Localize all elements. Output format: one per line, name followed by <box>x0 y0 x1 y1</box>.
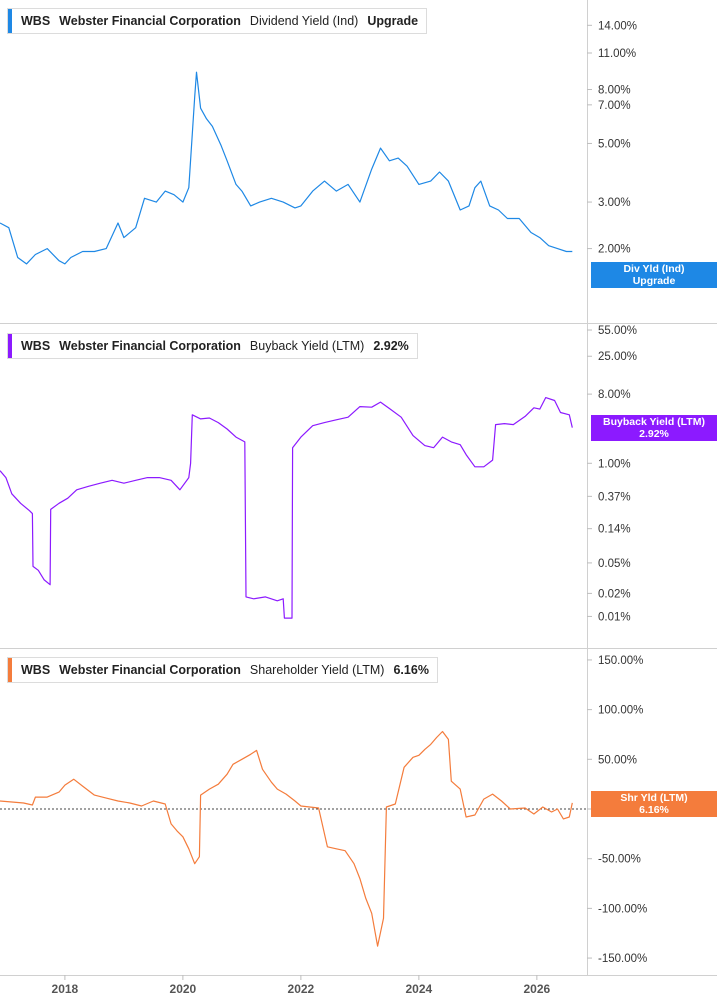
y-tick-label: 11.00% <box>598 48 636 60</box>
legend-ticker: WBS <box>21 663 51 677</box>
y-tick-label: 0.14% <box>598 524 631 536</box>
y-tick-label: 0.01% <box>598 611 631 623</box>
y-tick-label: -100.00% <box>598 903 647 915</box>
y-tick-label: 5.00% <box>598 138 631 150</box>
legend-buyback-yield: WBS Webster Financial Corporation Buybac… <box>7 333 418 359</box>
legend-value: 2.92% <box>373 339 409 353</box>
legend-value[interactable]: Upgrade <box>367 14 419 28</box>
tag-label: Div Yld (Ind) <box>623 263 685 275</box>
y-tick-label: 0.02% <box>598 588 631 600</box>
legend-ticker: WBS <box>21 14 51 28</box>
x-tick-label: 2022 <box>288 982 315 996</box>
y-tick-label: -150.00% <box>598 953 647 965</box>
y-tick-label: 55.00% <box>598 325 637 337</box>
y-tick-label: 2.00% <box>598 244 631 256</box>
value-tag-shareholder-yield: Shr Yld (LTM) 6.16% <box>591 791 717 817</box>
legend-company: Webster Financial Corporation <box>59 339 241 353</box>
y-tick-label: 8.00% <box>598 85 631 97</box>
legend-value: 6.16% <box>393 663 429 677</box>
series-line <box>0 397 573 619</box>
y-tick-label: 100.00% <box>598 705 643 717</box>
legend-company: Webster Financial Corporation <box>59 14 241 28</box>
y-tick-label: 0.37% <box>598 491 631 503</box>
x-tick-label: 2026 <box>524 982 551 996</box>
x-tick-label: 2024 <box>406 982 433 996</box>
legend-swatch <box>8 9 12 33</box>
tag-label: Shr Yld (LTM) <box>620 792 688 804</box>
y-tick-label: 14.00% <box>598 20 637 32</box>
y-tick-label: 25.00% <box>598 351 637 363</box>
legend-ticker: WBS <box>21 339 51 353</box>
tag-value: 2.92% <box>639 428 669 440</box>
value-tag-buyback-yield: Buyback Yield (LTM) 2.92% <box>591 415 717 441</box>
legend-dividend-yield: WBS Webster Financial Corporation Divide… <box>7 8 428 34</box>
y-tick-label: 7.00% <box>598 100 631 112</box>
tag-value: Upgrade <box>632 275 676 287</box>
legend-metric: Shareholder Yield (LTM) <box>249 663 385 677</box>
x-tick-label: 2018 <box>52 982 79 996</box>
value-tag-dividend-yield: Div Yld (Ind) Upgrade <box>591 262 717 288</box>
y-tick-label: -50.00% <box>598 854 641 866</box>
legend-swatch <box>8 658 12 682</box>
legend-metric: Buyback Yield (LTM) <box>249 339 365 353</box>
legend-company: Webster Financial Corporation <box>59 663 241 677</box>
tag-value: 6.16% <box>639 804 669 816</box>
y-tick-label: 150.00% <box>598 655 643 667</box>
legend-swatch <box>8 334 12 358</box>
y-tick-label: 1.00% <box>598 458 631 470</box>
legend-shareholder-yield: WBS Webster Financial Corporation Shareh… <box>7 657 438 683</box>
series-line <box>0 71 573 265</box>
y-tick-label: 8.00% <box>598 389 631 401</box>
legend-metric: Dividend Yield (Ind) <box>249 14 359 28</box>
series-line <box>0 730 573 947</box>
y-tick-label: 0.05% <box>598 558 631 570</box>
tag-label: Buyback Yield (LTM) <box>603 416 705 428</box>
y-tick-label: 50.00% <box>598 754 637 766</box>
x-tick-label: 2020 <box>170 982 197 996</box>
y-tick-label: 3.00% <box>598 197 631 209</box>
